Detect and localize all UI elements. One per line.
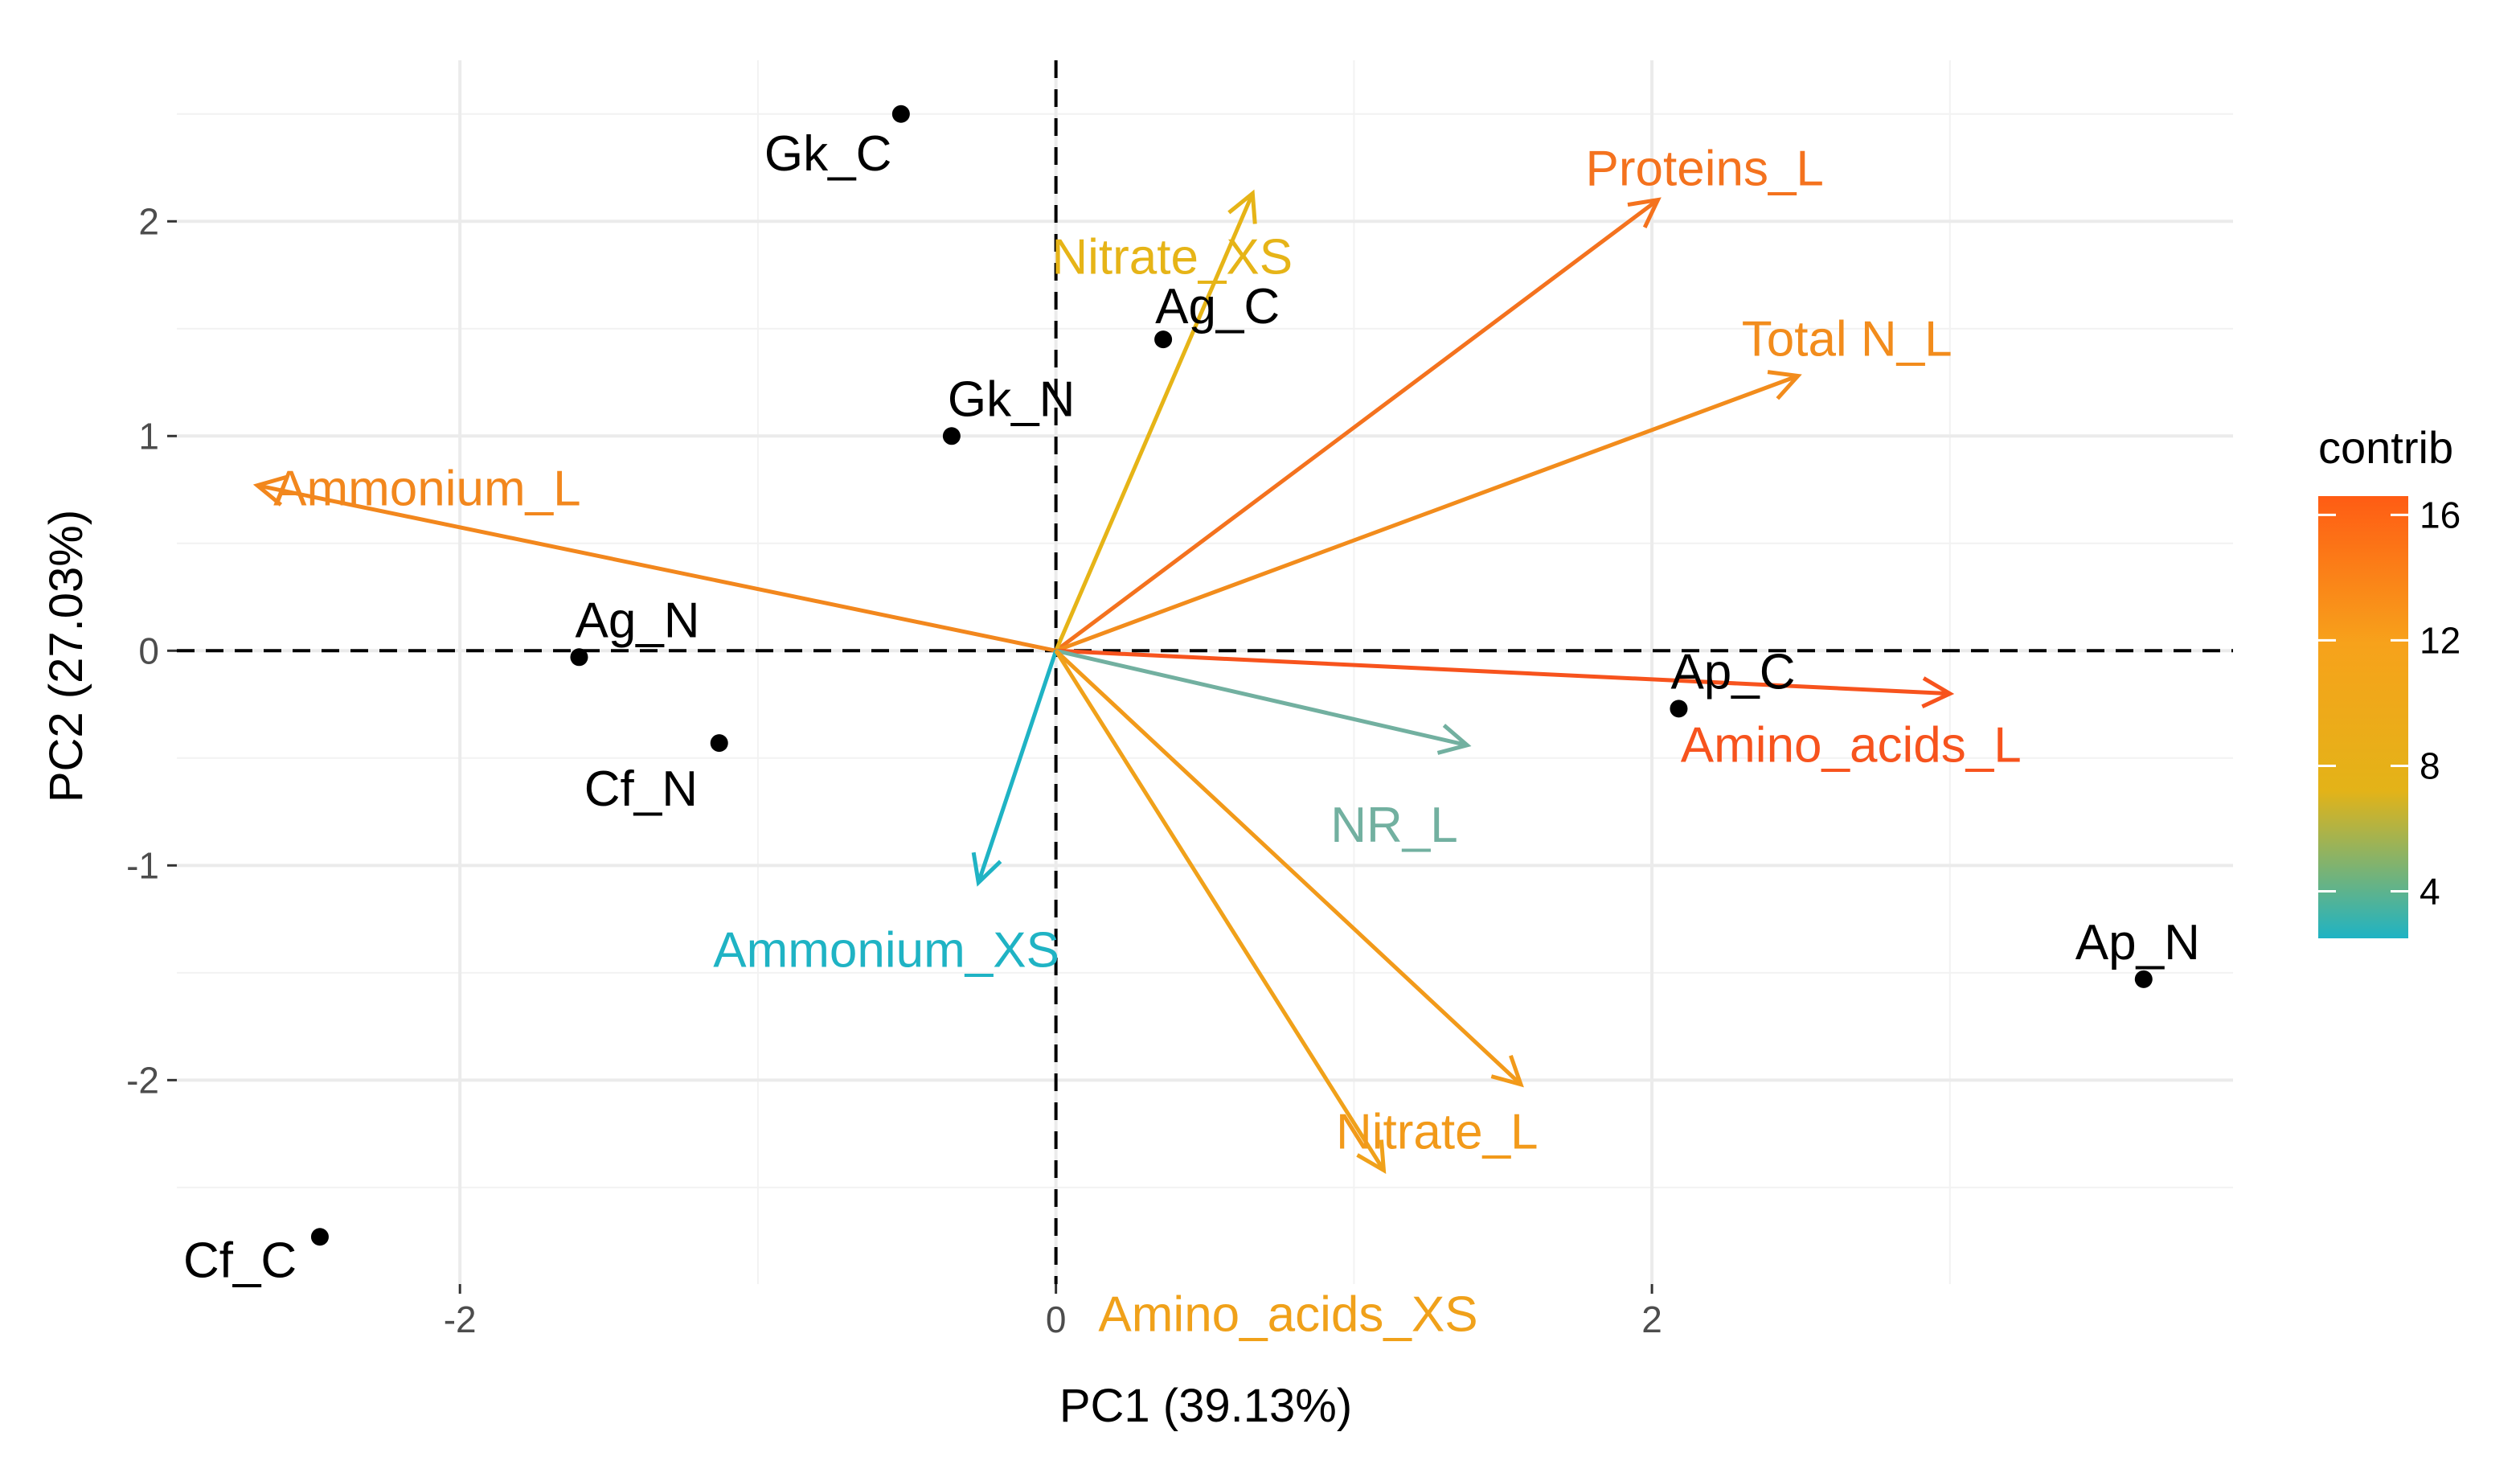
variable-label: NR_L (1330, 798, 1458, 853)
legend-colorbar (2318, 496, 2408, 938)
variable-label: Total N_L (1742, 312, 1952, 367)
variable-label: Amino_acids_L (1681, 718, 2022, 773)
individual-label: Ag_N (575, 593, 699, 648)
arrow-head (1356, 1139, 1387, 1175)
axes: PC1 (39.13%) PC2 (27.03%) -2 0 2 -2 -1 0 1 2 (40, 200, 1662, 1432)
arrow-head (971, 851, 1002, 887)
individual-label: Gk_C (764, 126, 891, 182)
arrow-shaft (1054, 649, 1386, 1172)
variable-label: Nitrate_XS (1051, 230, 1293, 285)
variable-arrow-total-n-l (1055, 370, 1802, 653)
legend-tick-label: 4 (2420, 870, 2440, 912)
variable-label: Ammonium_L (273, 462, 580, 517)
point-gk-n (942, 427, 961, 445)
y-tick-label: -2 (126, 1059, 159, 1101)
variable-arrow-proteins-l (1055, 197, 1662, 653)
arrow-head (1921, 676, 1955, 708)
arrow-shaft (1055, 648, 1468, 748)
point-gk-c (891, 105, 910, 123)
variable-label: Nitrate_L (1336, 1105, 1539, 1160)
arrow-head (1436, 724, 1472, 755)
variable-arrow-amino-acids-xs (1054, 649, 1387, 1175)
y-tick-label: 0 (138, 630, 159, 671)
individual-label: Cf_C (183, 1233, 297, 1288)
reference-lines (177, 60, 2233, 1284)
individual-label: Ap_N (2075, 915, 2200, 970)
arrow-head (1227, 189, 1257, 224)
variable-arrow-nitrate-l (1054, 649, 1524, 1088)
point-ap-n (2134, 970, 2153, 988)
x-tick-label: 0 (1046, 1299, 1067, 1340)
arrow-head (1767, 370, 1802, 400)
color-legend: contrib 4 8 12 16 (2318, 422, 2461, 938)
arrow-shaft (1055, 648, 1950, 696)
legend-tick-label: 12 (2420, 619, 2461, 661)
x-tick-label: 2 (1641, 1299, 1662, 1340)
variable-arrow-nitrate-xs (1054, 189, 1257, 652)
arrow-head (1490, 1054, 1524, 1088)
variable-label: Proteins_L (1586, 142, 1824, 197)
variable-label: Ammonium_XS (713, 923, 1059, 979)
arrow-shaft (1055, 198, 1659, 653)
individual-points (310, 105, 2153, 1246)
variable-label: Amino_acids_XS (1098, 1286, 1477, 1342)
variable-arrow-nr-l (1055, 648, 1472, 755)
labels: Proteins_L Total N_L Nitrate_XS Ammonium_L A… (183, 126, 2200, 1343)
legend-tick-label: 8 (2420, 745, 2440, 786)
variable-arrows (252, 189, 1955, 1175)
arrow-head (252, 474, 288, 507)
y-tick-label: -1 (126, 844, 159, 886)
point-ag-n (570, 648, 588, 667)
arrow-shaft (1054, 192, 1255, 652)
arrow-shaft (1055, 374, 1799, 653)
arrow-shaft (976, 650, 1059, 884)
variable-arrow-ammonium-xs (971, 650, 1059, 887)
individual-label: Ap_C (1670, 644, 1795, 700)
individual-label: Gk_N (948, 371, 1075, 427)
point-ag-c (1154, 330, 1173, 349)
x-axis-title: PC1 (39.13%) (1059, 1380, 1352, 1432)
arrow-shaft (256, 483, 1057, 653)
y-tick-label: 2 (138, 200, 159, 242)
legend-tick-label: 16 (2420, 494, 2461, 535)
variable-arrow-amino-acids-l (1055, 648, 1955, 708)
x-tick-label: -2 (444, 1299, 477, 1340)
point-ap-c (1670, 700, 1688, 718)
arrow-shaft (1054, 649, 1522, 1086)
arrow-head (1627, 197, 1662, 228)
y-tick-label: 1 (138, 415, 159, 457)
variable-arrow-ammonium-l (252, 474, 1057, 653)
point-cf-n (710, 734, 728, 753)
individual-label: Cf_N (584, 761, 698, 817)
individual-label: Ag_C (1155, 279, 1280, 334)
point-cf-c (310, 1228, 329, 1246)
y-axis-title: PC2 (27.03%) (40, 510, 92, 802)
legend-title: contrib (2318, 422, 2453, 473)
